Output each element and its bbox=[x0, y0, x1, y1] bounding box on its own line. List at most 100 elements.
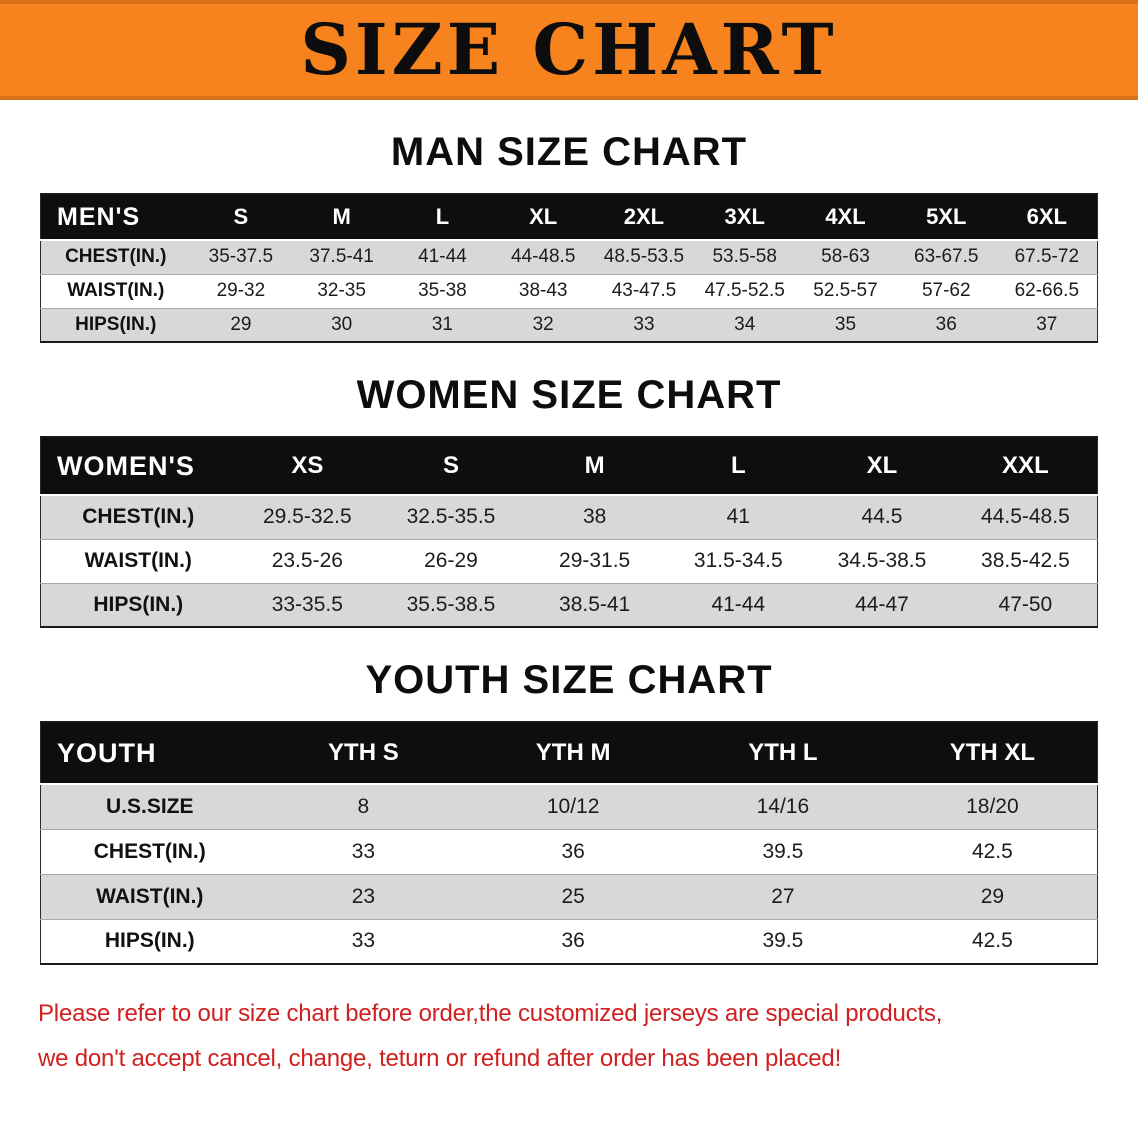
size-value-cell: 43-47.5 bbox=[611, 280, 677, 301]
section-men: MAN SIZE CHART MEN'S S M L XL 2XL 3XL 4XL 5XL 6XL… bbox=[0, 130, 1138, 343]
youth-size-table: YOUTH YTH S YTH M YTH L YTH XL U.S.SIZE 8 10/12… bbox=[40, 721, 1098, 965]
size-value-cell: 31.5-34.5 bbox=[693, 549, 783, 572]
size-column-header: L bbox=[392, 194, 493, 241]
size-value-cell: 35 bbox=[834, 313, 857, 335]
size-value-cell: 31 bbox=[431, 313, 453, 335]
size-column-header: YTH L bbox=[678, 722, 888, 785]
table-row: WAIST(IN.) 23.5-26 26-29 29-31.5 31.5-34.5 34… bbox=[40, 539, 1098, 583]
notice-line-1: Please refer to our size chart before or… bbox=[38, 1000, 943, 1027]
banner-title: SIZE CHART bbox=[300, 8, 838, 91]
size-value-cell: 35-37.5 bbox=[208, 246, 274, 268]
table-header-row: MEN'S S M L XL 2XL 3XL 4XL 5XL 6XL bbox=[40, 194, 1098, 241]
size-value-cell: 27 bbox=[771, 884, 795, 908]
size-value-cell: 53.5-58 bbox=[712, 246, 777, 268]
size-value-cell: 23 bbox=[351, 884, 376, 908]
section-women: WOMEN SIZE CHART WOMEN'S XS S M L XL XXL CHEST(… bbox=[0, 373, 1138, 628]
banner: SIZE CHART bbox=[0, 0, 1138, 100]
youth-section-heading: YOUTH SIZE CHART bbox=[365, 658, 773, 702]
size-value-cell: 32-35 bbox=[317, 280, 366, 301]
men-size-table: MEN'S S M L XL 2XL 3XL 4XL 5XL 6XL CHEST(IN.) 35-37… bbox=[40, 193, 1098, 343]
size-value-cell: 44-48.5 bbox=[510, 246, 576, 268]
row-label-cell: CHEST(IN.) bbox=[65, 246, 167, 268]
size-value-cell: 14/16 bbox=[756, 794, 810, 818]
table-row: CHEST(IN.) 33 36 39.5 42.5 bbox=[40, 829, 1098, 874]
size-value-cell: 38-43 bbox=[518, 280, 568, 301]
size-column-header: 3XL bbox=[694, 194, 796, 241]
size-value-cell: 18/20 bbox=[966, 794, 1019, 818]
main-content: MAN SIZE CHART MEN'S S M L XL 2XL 3XL 4XL 5XL 6XL… bbox=[0, 130, 1138, 1111]
size-value-cell: 29 bbox=[230, 313, 252, 335]
size-column-header: S bbox=[190, 194, 292, 241]
size-value-cell: 36 bbox=[561, 929, 585, 953]
size-column-header: XS bbox=[235, 437, 380, 496]
size-value-cell: 41-44 bbox=[711, 592, 766, 616]
size-column-header: 4XL bbox=[795, 194, 896, 241]
size-value-cell: 33 bbox=[633, 313, 655, 335]
size-value-cell: 33 bbox=[351, 839, 376, 863]
size-value-cell: 30 bbox=[331, 313, 353, 335]
table-row: CHEST(IN.) 35-37.5 37.5-41 41-44 44-48.5 48.5… bbox=[40, 240, 1098, 274]
size-column-header: YTH M bbox=[468, 722, 678, 785]
row-label-cell: HIPS(IN.) bbox=[93, 592, 184, 616]
size-value-cell: 10/12 bbox=[546, 794, 600, 818]
men-section-heading: MAN SIZE CHART bbox=[390, 130, 748, 174]
table-row: HIPS(IN.) 29 30 31 32 33 34 35 36 37 bbox=[40, 308, 1098, 342]
size-value-cell: 62-66.5 bbox=[1014, 280, 1080, 301]
size-column-header: M bbox=[291, 194, 393, 241]
size-value-cell: 35-38 bbox=[418, 280, 467, 301]
size-column-header: XL bbox=[810, 437, 954, 496]
row-label-cell: CHEST(IN.) bbox=[93, 839, 206, 863]
size-value-cell: 67.5-72 bbox=[1014, 246, 1080, 268]
size-value-cell: 23.5-26 bbox=[271, 549, 343, 572]
row-label-cell: WAIST(IN.) bbox=[67, 280, 165, 301]
size-column-header: YTH XL bbox=[887, 722, 1098, 785]
table-header-row: YOUTH YTH S YTH M YTH L YTH XL bbox=[40, 722, 1098, 785]
size-value-cell: 29-32 bbox=[216, 280, 266, 301]
size-column-header: XL bbox=[492, 194, 594, 241]
section-youth: YOUTH SIZE CHART YOUTH YTH S YTH M YTH L YTH… bbox=[0, 658, 1138, 965]
table-row: CHEST(IN.) 29.5-32.5 32.5-35.5 38 41 44.5 44.5… bbox=[40, 495, 1098, 539]
size-value-cell: 26-29 bbox=[424, 549, 478, 572]
size-column-header: 5XL bbox=[895, 194, 997, 241]
row-label-cell: U.S.SIZE bbox=[105, 794, 194, 818]
row-label-cell: WAIST(IN.) bbox=[84, 549, 192, 572]
size-column-header: M bbox=[522, 437, 667, 496]
size-value-cell: 41-44 bbox=[418, 246, 467, 268]
size-value-cell: 37 bbox=[1036, 313, 1058, 335]
size-value-cell: 57-62 bbox=[921, 280, 971, 301]
table-row: WAIST(IN.) 29-32 32-35 35-38 38-43 43-47.5 47.… bbox=[40, 274, 1098, 308]
size-value-cell: 44.5-48.5 bbox=[981, 505, 1070, 529]
size-value-cell: 8 bbox=[357, 794, 370, 818]
size-value-cell: 33-35.5 bbox=[271, 592, 343, 616]
size-value-cell: 47-50 bbox=[998, 592, 1053, 616]
size-value-cell: 35.5-38.5 bbox=[406, 592, 496, 616]
size-column-header: YTH S bbox=[258, 722, 469, 785]
size-value-cell: 25 bbox=[561, 884, 585, 908]
size-value-cell: 29.5-32.5 bbox=[262, 505, 352, 529]
size-value-cell: 41 bbox=[726, 505, 750, 529]
size-column-header: 2XL bbox=[593, 194, 695, 241]
size-value-cell: 39.5 bbox=[762, 929, 804, 953]
size-value-cell: 48.5-53.5 bbox=[603, 246, 685, 268]
size-value-cell: 29-31.5 bbox=[559, 549, 631, 572]
size-value-cell: 36 bbox=[561, 839, 585, 863]
size-value-cell: 34 bbox=[734, 313, 756, 335]
size-value-cell: 34.5-38.5 bbox=[837, 549, 927, 572]
row-label-cell: WAIST(IN.) bbox=[96, 884, 204, 908]
footer-notice: Please refer to our size chart before or… bbox=[38, 997, 1100, 1111]
table-header-row: WOMEN'S XS S M L XL XXL bbox=[40, 437, 1098, 496]
size-value-cell: 37.5-41 bbox=[309, 246, 374, 268]
row-label-cell: CHEST(IN.) bbox=[82, 505, 195, 529]
size-value-cell: 39.5 bbox=[762, 839, 804, 863]
size-value-cell: 36 bbox=[935, 313, 957, 335]
size-column-header: 6XL bbox=[996, 194, 1098, 241]
size-value-cell: 42.5 bbox=[971, 839, 1013, 863]
women-section-heading: WOMEN SIZE CHART bbox=[356, 373, 782, 417]
size-value-cell: 29 bbox=[980, 884, 1005, 908]
size-value-cell: 63-67.5 bbox=[914, 246, 979, 268]
table-row: HIPS(IN.) 33 36 39.5 42.5 bbox=[40, 919, 1098, 964]
size-value-cell: 44.5 bbox=[861, 505, 903, 529]
row-label-cell: HIPS(IN.) bbox=[104, 929, 195, 953]
notice-line-2: we don't accept cancel, change, teturn o… bbox=[38, 1044, 842, 1072]
